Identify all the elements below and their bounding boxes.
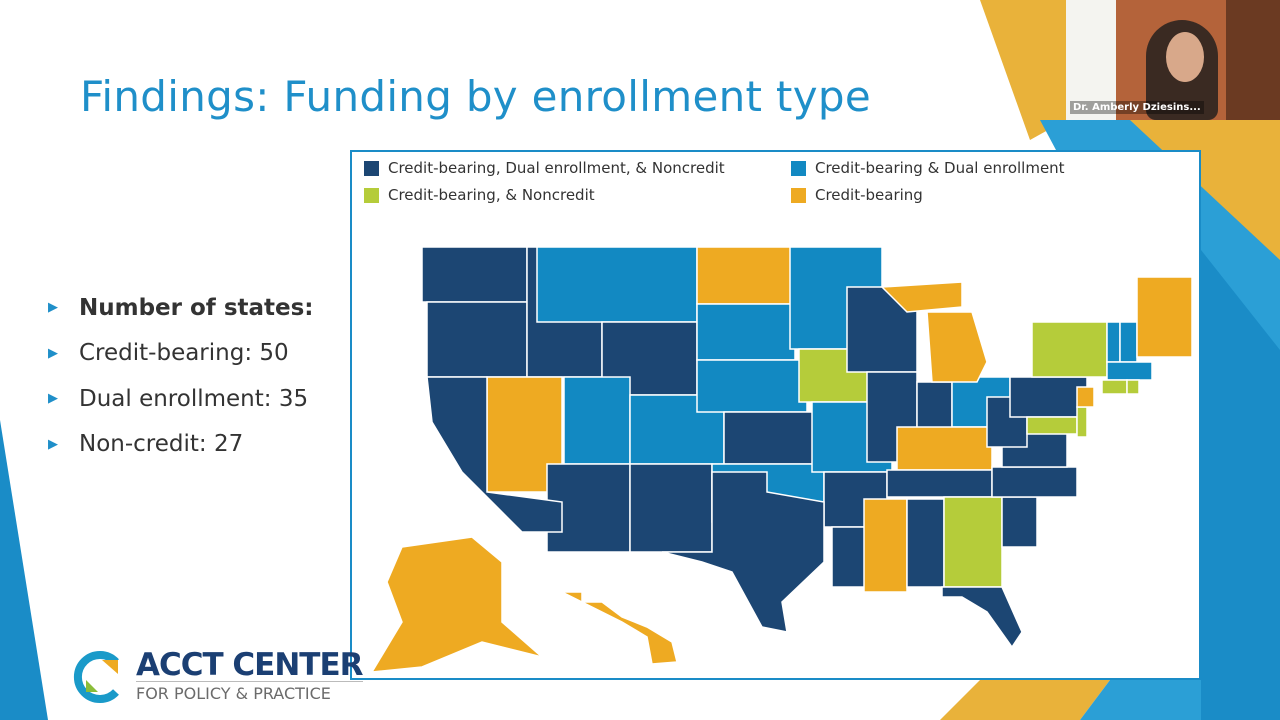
legend-label: Credit-bearing & Dual enrollment — [815, 159, 1065, 177]
state-hi — [561, 591, 678, 665]
participant-name: Dr. Amberly Dziesins... — [1070, 101, 1204, 114]
state-nh — [1119, 321, 1138, 363]
bullet-arrow-icon: ▶ — [48, 436, 58, 452]
bullet-item: ▶ Dual enrollment: 35 — [48, 376, 314, 422]
legend-label: Credit-bearing, & Noncredit — [388, 186, 595, 204]
state-sc — [1001, 496, 1038, 548]
state-fl — [941, 586, 1023, 649]
bullet-text: Dual enrollment: 35 — [79, 385, 309, 412]
legend-item: Credit-bearing, & Noncredit — [364, 186, 595, 204]
findings-bullet-list: ▶ Number of states: ▶ Credit-bearing: 50 ▶… — [48, 285, 314, 467]
legend-label: Credit-bearing, Dual enrollment, & Noncr… — [388, 159, 725, 177]
state-tn — [886, 469, 993, 498]
logo-sub-text: FOR POLICY & PRACTICE — [136, 684, 331, 703]
legend-item: Credit-bearing, Dual enrollment, & Noncr… — [364, 159, 725, 177]
legend-swatch — [791, 160, 806, 176]
acct-center-logo: ACCT CENTER FOR POLICY & PRACTICE — [72, 648, 363, 704]
state-tx — [661, 471, 825, 633]
state-ca — [426, 376, 563, 533]
legend-swatch — [791, 187, 806, 203]
state-ms — [863, 498, 908, 593]
state-ma — [1106, 361, 1153, 381]
bullet-arrow-icon: ▶ — [48, 345, 58, 361]
state-ky — [896, 426, 993, 471]
participant-video[interactable]: Dr. Amberly Dziesins... — [1066, 0, 1280, 120]
state-ks — [723, 411, 825, 465]
bullet-text: Number of states: — [79, 294, 314, 321]
state-me — [1136, 276, 1193, 358]
legend-item: Credit-bearing & Dual enrollment — [791, 159, 1065, 177]
state-nm — [629, 463, 713, 553]
state-ny — [1031, 321, 1108, 378]
state-ak — [370, 536, 543, 673]
legend-item: Credit-bearing — [791, 186, 923, 204]
state-al — [906, 498, 945, 588]
state-md — [1026, 416, 1078, 435]
logo-main-text: ACCT CENTER — [136, 647, 363, 683]
state-mt — [536, 246, 698, 323]
state-nd — [696, 246, 796, 305]
state-ga — [943, 496, 1003, 588]
state-ut — [563, 376, 631, 465]
state-de — [1076, 406, 1088, 438]
bullet-item: ▶ Non-credit: 27 — [48, 422, 314, 468]
bullet-text: Credit-bearing: 50 — [79, 340, 289, 367]
bullet-item: ▶ Number of states: — [48, 285, 314, 331]
bullet-arrow-icon: ▶ — [48, 300, 58, 316]
state-wa — [421, 246, 528, 303]
state-mi — [926, 311, 988, 383]
state-mi — [880, 281, 963, 313]
state-ct — [1101, 379, 1128, 395]
state-pa — [1009, 376, 1088, 418]
bullet-arrow-icon: ▶ — [48, 391, 58, 407]
participant-face — [1166, 32, 1204, 82]
logo-arrows-icon — [73, 651, 119, 703]
state-nc — [991, 466, 1078, 498]
us-states-map — [370, 246, 1193, 673]
legend-swatch — [364, 187, 379, 203]
state-vt — [1106, 321, 1121, 363]
state-or — [426, 301, 528, 378]
bullet-text: Non-credit: 27 — [79, 431, 244, 458]
state-ri — [1126, 379, 1140, 395]
us-map-panel: Credit-bearing, Dual enrollment, & Noncr… — [350, 150, 1201, 680]
legend-swatch — [364, 160, 379, 176]
slide-title: Findings: Funding by enrollment type — [80, 72, 871, 121]
state-ne — [696, 359, 808, 413]
bullet-item: ▶ Credit-bearing: 50 — [48, 331, 314, 377]
state-sd — [696, 303, 796, 361]
legend-label: Credit-bearing — [815, 186, 923, 204]
state-nj — [1076, 386, 1095, 408]
